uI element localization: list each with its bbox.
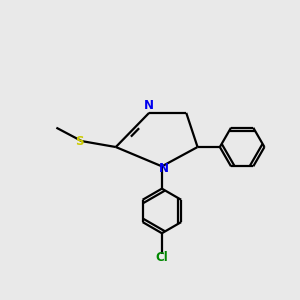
Text: N: N [159, 162, 169, 175]
Text: Cl: Cl [155, 251, 168, 264]
Text: S: S [75, 135, 83, 148]
Text: N: N [144, 99, 154, 112]
